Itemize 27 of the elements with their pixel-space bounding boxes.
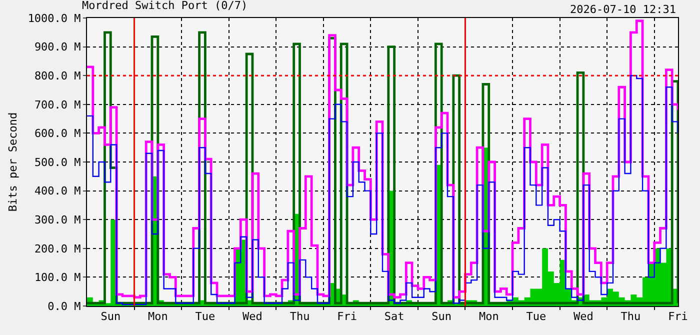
y-tick-label: 700.0 M [34, 98, 82, 112]
x-tick-label: Mon [148, 310, 168, 324]
x-tick-label: Sun [100, 310, 121, 324]
y-tick-label: 500.0 M [34, 156, 82, 169]
y-tick-label: 600.0 M [34, 127, 82, 140]
y-tick-label: 300.0 M [34, 213, 82, 226]
y-tick-label: 900.0 M [34, 40, 82, 54]
x-tick-label: Tue [195, 310, 216, 324]
x-tick-label: Fri [337, 310, 357, 324]
x-tick-label: Sun [432, 310, 452, 324]
x-tick-label: Thu [290, 310, 310, 324]
text: 2026-07-10 12:31 [570, 3, 676, 16]
chart-title: Mordred Switch Port (0/7) [82, 0, 248, 12]
y-tick-label: 200.0 M [34, 242, 82, 256]
y-tick-label: 0.0 M [48, 300, 82, 313]
x-tick-label: Wed [574, 310, 594, 324]
y-axis-title: Bits per Second [6, 112, 20, 212]
x-tick-label: Thu [620, 310, 641, 324]
y-tick-label: 800.0 M [34, 69, 82, 82]
x-tick-label: Mon [478, 310, 499, 324]
x-tick-label: Sat [384, 310, 404, 324]
x-tick-label: Fri [668, 310, 688, 324]
x-tick-label: Tue [526, 310, 546, 324]
y-tick-label: 1000.0 M [28, 12, 82, 25]
x-tick-label: Wed [242, 310, 262, 324]
y-tick-label: 400.0 M [34, 184, 82, 198]
y-tick-label: 100.0 M [34, 271, 82, 284]
